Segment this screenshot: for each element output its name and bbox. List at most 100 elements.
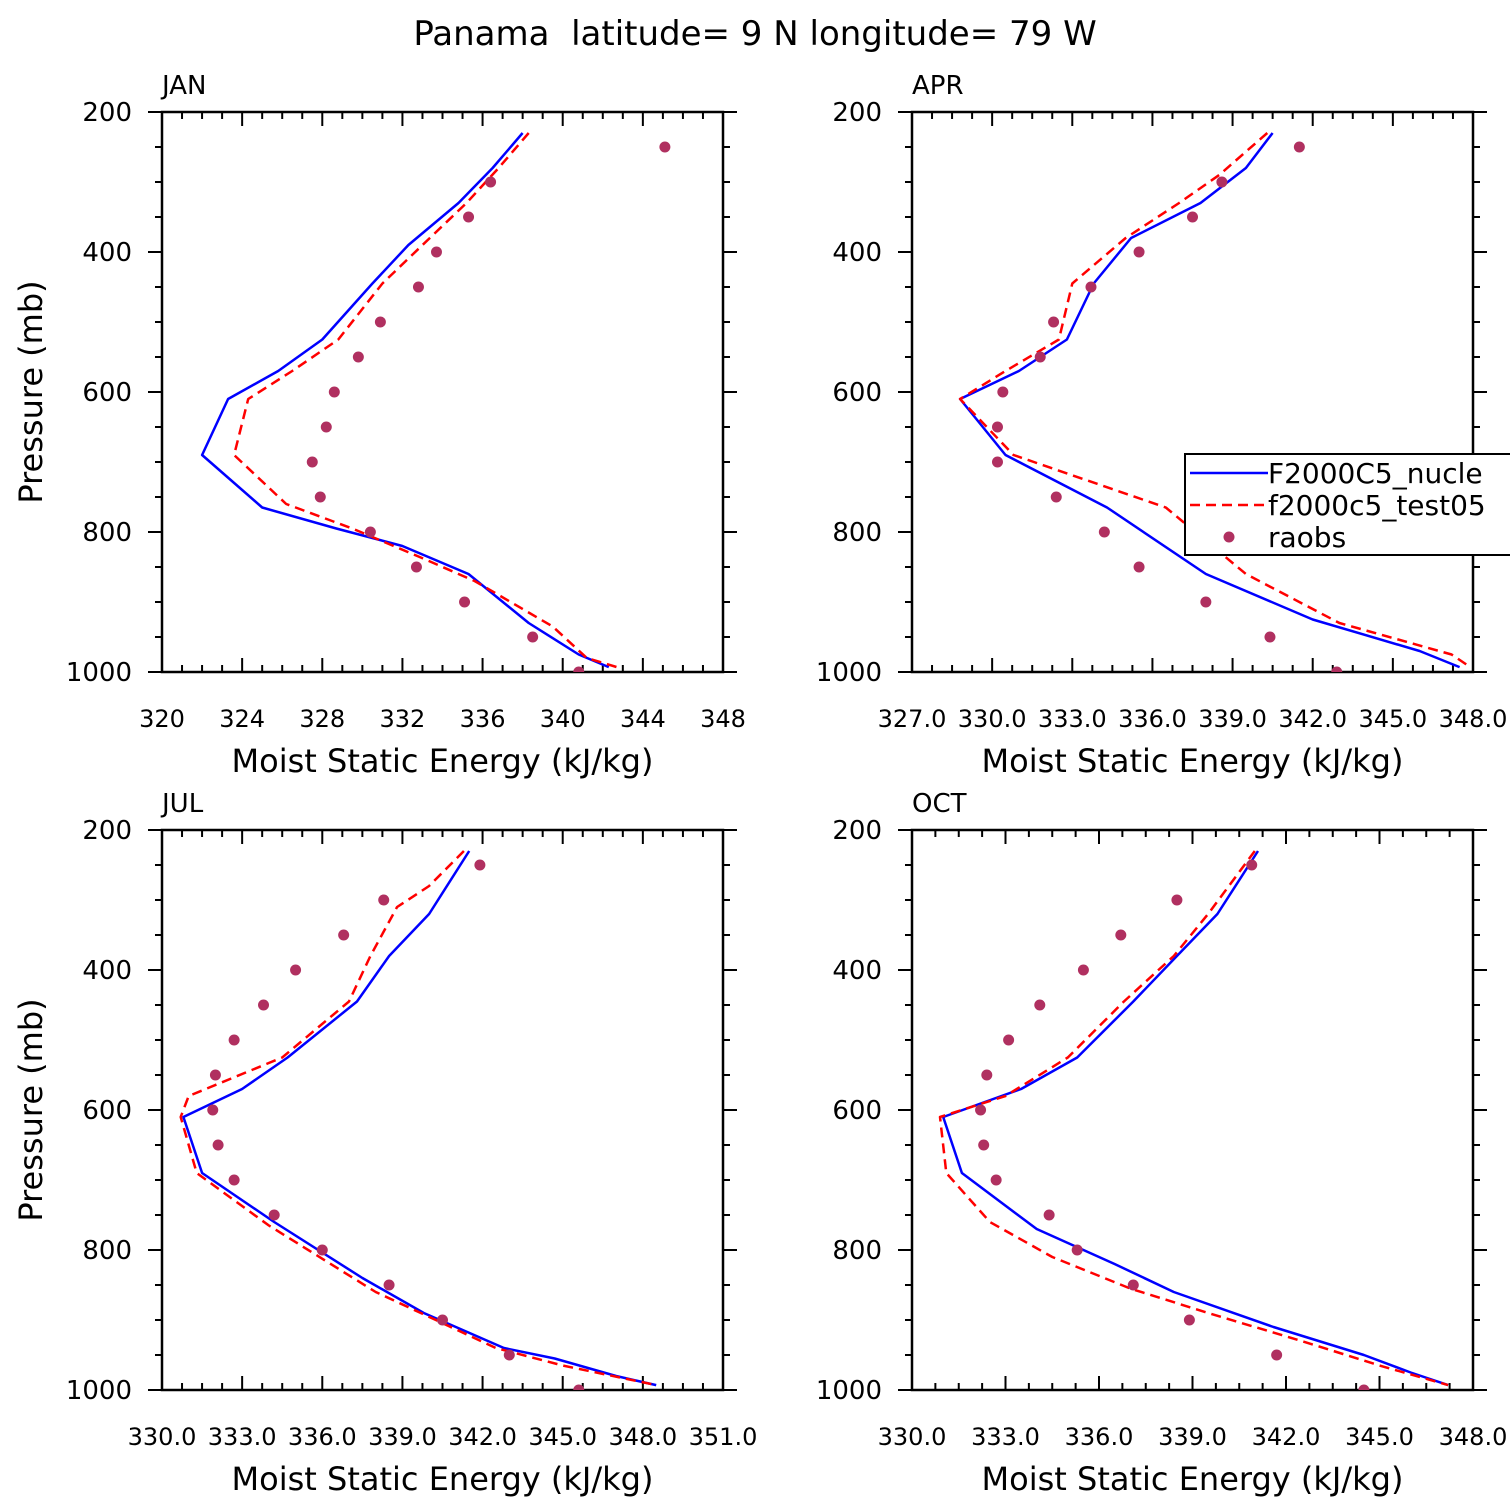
raobs-point — [975, 1104, 987, 1116]
raobs-point — [1003, 1034, 1015, 1046]
raobs-point — [228, 1034, 240, 1046]
raobs-point — [990, 1174, 1002, 1186]
x-tick-label: 342.0 — [448, 1423, 517, 1451]
y-tick-label: 1000 — [66, 1376, 132, 1406]
raobs-point — [268, 1209, 280, 1221]
raobs-point — [320, 421, 332, 433]
raobs-point — [997, 386, 1009, 398]
raobs-point — [991, 421, 1003, 433]
x-tick-label: 336.0 — [1065, 1423, 1134, 1451]
y-tick-label: 600 — [82, 378, 132, 408]
x-tick-label: 339.0 — [368, 1423, 437, 1451]
y-tick-label: 800 — [82, 1236, 132, 1266]
plot-frame — [160, 828, 725, 1392]
raobs-point — [228, 1174, 240, 1186]
x-axis-title: Moist Static Energy (kJ/kg) — [982, 1460, 1404, 1498]
raobs-point — [1200, 596, 1212, 608]
x-tick-label: 348.0 — [608, 1423, 677, 1451]
raobs-point — [290, 964, 302, 976]
series-group — [200, 132, 671, 672]
x-tick-label: 336.0 — [288, 1423, 357, 1451]
raobs-point — [1293, 141, 1305, 153]
x-tick-label: 345.0 — [528, 1423, 597, 1451]
raobs-point — [1216, 176, 1228, 188]
legend-label: f2000c5_test05 — [1268, 489, 1486, 522]
raobs-point — [352, 351, 364, 363]
raobs-point — [573, 1384, 585, 1390]
y-tick-label: 200 — [82, 98, 132, 128]
y-tick-label: 400 — [82, 238, 132, 268]
raobs-point — [1271, 1349, 1283, 1361]
raobs-point — [1034, 999, 1046, 1011]
raobs-point — [485, 176, 497, 188]
panel-label: JAN — [160, 71, 206, 101]
y-tick-label: 600 — [832, 378, 882, 408]
plot-frame — [910, 828, 1475, 1392]
series-line-test05 — [179, 850, 657, 1387]
x-tick-label: 344 — [620, 705, 666, 733]
raobs-point — [1115, 929, 1127, 941]
panel-jul: JUL 330.0 333.0 336.0 339.0 342.0 345.0 348.0 35… — [12, 789, 757, 1498]
x-axis-title: Moist Static Energy (kJ/kg) — [982, 742, 1404, 780]
raobs-point — [207, 1104, 219, 1116]
raobs-point — [314, 491, 326, 503]
raobs-point — [374, 316, 386, 328]
y-tick-label: 1000 — [816, 658, 882, 688]
raobs-point — [258, 999, 270, 1011]
raobs-point — [338, 929, 350, 941]
raobs-point — [1071, 1244, 1083, 1256]
x-tick-label: 330.0 — [878, 1423, 947, 1451]
x-tick-label: 340 — [540, 705, 586, 733]
raobs-point — [378, 894, 390, 906]
series-line-nucle — [182, 850, 657, 1387]
raobs-point — [410, 561, 422, 573]
x-tick-label: 345.0 — [1345, 1423, 1414, 1451]
series-line-nucle — [200, 132, 610, 669]
x-tick-label: 351.0 — [689, 1423, 758, 1451]
x-tick-label: 328 — [299, 705, 345, 733]
x-tick-label: 336.0 — [1118, 705, 1187, 733]
raobs-point — [1183, 1314, 1195, 1326]
raobs-point — [503, 1349, 515, 1361]
x-tick-label: 348.0 — [1439, 705, 1508, 733]
x-tick-label: 330.0 — [958, 705, 1027, 733]
y-tick-label: 600 — [82, 1096, 132, 1126]
x-tick-label: 333.0 — [971, 1423, 1040, 1451]
raobs-point — [306, 456, 318, 468]
series-line-nucle — [958, 132, 1461, 669]
x-tick-label: 333.0 — [1038, 705, 1107, 733]
raobs-point — [328, 386, 340, 398]
raobs-point — [991, 456, 1003, 468]
series-line-test05 — [958, 132, 1471, 669]
raobs-point — [1171, 894, 1183, 906]
x-tick-label: 320 — [139, 705, 185, 733]
x-tick-label: 327.0 — [878, 705, 947, 733]
panel-label: OCT — [912, 789, 967, 819]
panel-label: APR — [912, 71, 964, 101]
raobs-point — [659, 141, 671, 153]
x-tick-label: 332 — [380, 705, 426, 733]
raobs-point — [978, 1139, 990, 1151]
x-axis-title: Moist Static Energy (kJ/kg) — [232, 742, 654, 780]
panel-oct: OCT 330.0 333.0 336.0 339.0 342.0 345.0 348.0 20… — [816, 789, 1508, 1498]
raobs-point — [1034, 351, 1046, 363]
raobs-point — [527, 631, 539, 643]
series-group — [958, 132, 1471, 672]
y-tick-label: 800 — [832, 518, 882, 548]
figure-title: Panama latitude= 9 N longitude= 79 W — [413, 14, 1096, 54]
x-axis-title: Moist Static Energy (kJ/kg) — [232, 1460, 654, 1498]
series-line-test05 — [938, 850, 1449, 1387]
raobs-point — [1264, 631, 1276, 643]
raobs-point — [1331, 666, 1343, 672]
raobs-point — [1048, 316, 1060, 328]
x-tick-label: 336 — [460, 705, 506, 733]
raobs-point — [1358, 1384, 1370, 1390]
series-group — [938, 850, 1449, 1390]
y-tick-label: 400 — [82, 956, 132, 986]
x-tick-label: 330.0 — [128, 1423, 197, 1451]
y-tick-label: 600 — [832, 1096, 882, 1126]
raobs-point — [1133, 246, 1145, 258]
y-tick-label: 800 — [82, 518, 132, 548]
